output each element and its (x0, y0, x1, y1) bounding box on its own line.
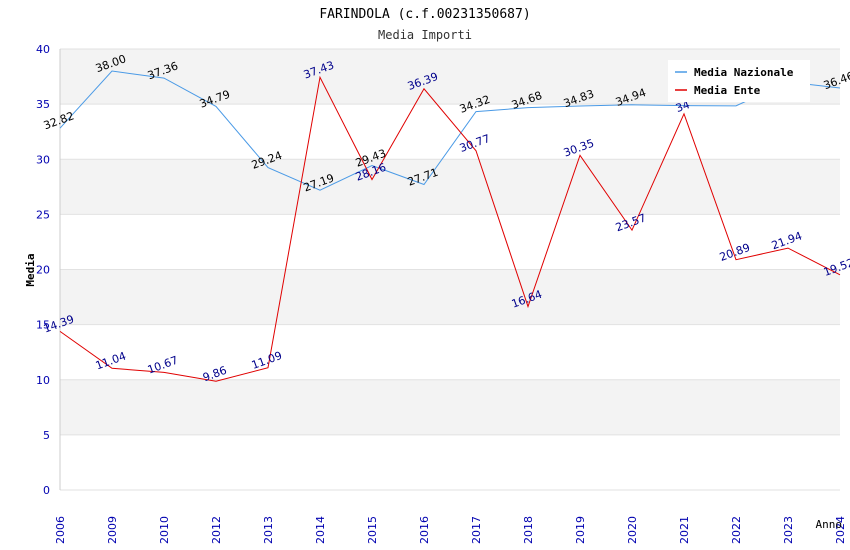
y-tick-label: 15 (36, 319, 50, 332)
y-tick-label: 10 (36, 374, 50, 387)
x-tick-label: 2013 (262, 516, 275, 544)
series-line-national (59, 70, 841, 191)
y-tick-label: 20 (36, 264, 50, 277)
legend-label-national: Media Nazionale (694, 66, 794, 79)
x-tick-label: 2021 (678, 516, 691, 544)
legend: Media Nazionale Media Ente (668, 60, 810, 102)
x-tick-label: 2009 (106, 516, 119, 544)
band (60, 434, 840, 490)
x-axis-ticks: 2006 2009 2010 2012 2013 2014 2015 2016 2017 2018… (54, 516, 847, 544)
x-tick-label: 2023 (782, 516, 795, 544)
band (60, 324, 840, 380)
x-tick-label: 2022 (730, 516, 743, 544)
y-axis-label: Media (24, 253, 37, 286)
x-tick-label: 2019 (574, 516, 587, 544)
x-tick-label: 2015 (366, 516, 379, 544)
x-tick-label: 2020 (626, 516, 639, 544)
legend-label-ente: Media Ente (694, 84, 761, 97)
x-tick-label: 2017 (470, 516, 483, 544)
x-tick-label: 2006 (54, 516, 67, 544)
y-tick-label: 40 (36, 43, 50, 56)
x-tick-label: 2018 (522, 516, 535, 544)
band (60, 269, 840, 325)
y-tick-label: 0 (43, 484, 50, 497)
legend-box (668, 60, 810, 102)
y-tick-label: 30 (36, 153, 50, 166)
series-lines (59, 70, 841, 382)
y-axis-ticks: 0 5 10 15 20 25 30 35 40 (36, 43, 50, 497)
band (60, 104, 840, 160)
series-line-ente (59, 75, 841, 382)
x-tick-label: 2010 (158, 516, 171, 544)
chart-subtitle: Media Importi (378, 28, 472, 42)
gridlines (59, 48, 840, 491)
x-tick-label: 2012 (210, 516, 223, 544)
y-tick-label: 25 (36, 208, 50, 221)
data-label: 34 (674, 98, 692, 115)
x-axis-label: Anno (816, 518, 843, 531)
y-tick-label: 35 (36, 98, 50, 111)
x-tick-label: 2014 (314, 516, 327, 544)
band (60, 379, 840, 435)
x-tick-label: 2024 (834, 516, 847, 544)
x-tick-label: 2016 (418, 516, 431, 544)
band (60, 159, 840, 215)
chart-title: FARINDOLA (c.f.00231350687) (319, 7, 530, 22)
band (60, 214, 840, 270)
y-tick-label: 5 (43, 429, 50, 442)
